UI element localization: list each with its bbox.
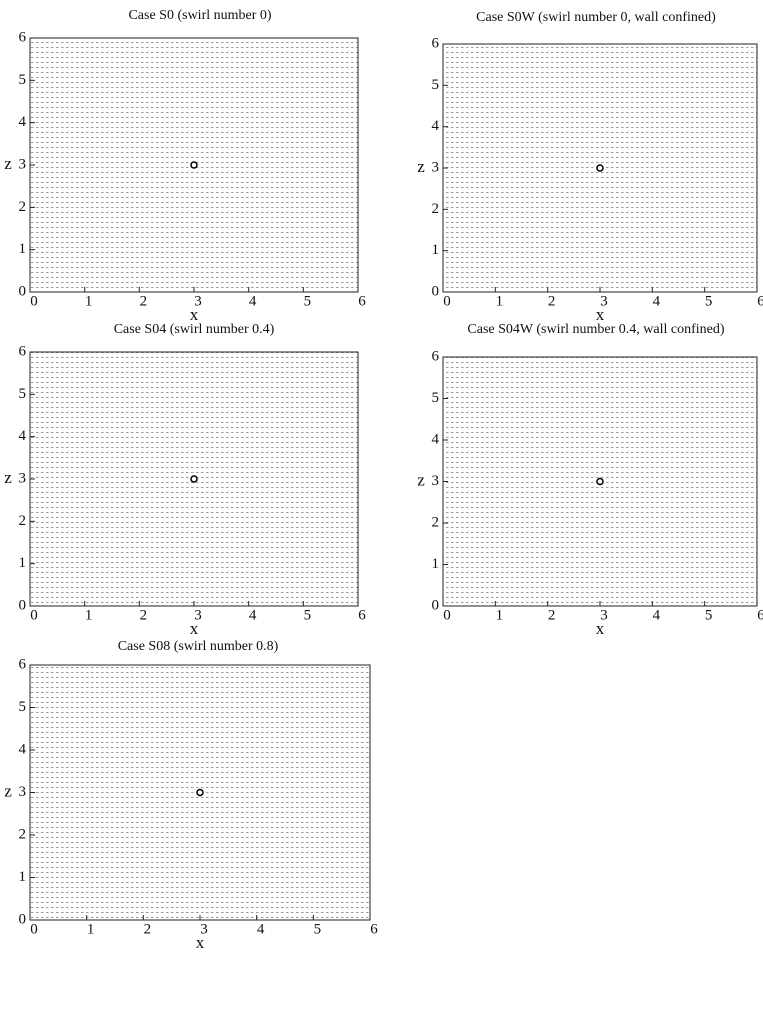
y-tick-label: 3 bbox=[432, 159, 440, 175]
panel: 0 1 2 3 4 5 6 0 1 2 3 4 5 6 x z Case S04 (swirl number 0… bbox=[4, 322, 366, 638]
x-tick-label: 4 bbox=[653, 607, 661, 623]
x-tick-label: 5 bbox=[304, 293, 312, 309]
probe-point bbox=[190, 475, 198, 483]
chart-title: Case S08 (swirl number 0.8) bbox=[118, 639, 279, 654]
y-tick-label: 3 bbox=[19, 156, 27, 172]
y-tick-label: 5 bbox=[432, 77, 440, 93]
x-tick-label: 1 bbox=[496, 293, 504, 309]
x-tick-label: 2 bbox=[144, 921, 152, 937]
y-tick-label: 2 bbox=[432, 201, 440, 217]
x-tick-label: 6 bbox=[370, 921, 378, 937]
probe-point bbox=[196, 788, 204, 797]
x-axis-label: x bbox=[190, 305, 199, 324]
y-tick-label: 3 bbox=[432, 473, 440, 489]
y-axis-label: z bbox=[417, 157, 425, 176]
x-tick-label: 4 bbox=[257, 921, 265, 937]
chart-title: Case S0W (swirl number 0, wall confined) bbox=[476, 10, 716, 25]
panel: 0 1 2 3 4 5 6 0 1 2 3 4 5 6 x z Case S0 (swirl number 0) bbox=[4, 8, 366, 324]
probe-point bbox=[190, 161, 198, 169]
x-tick-label: 3 bbox=[194, 607, 202, 623]
x-tick-label: 2 bbox=[140, 293, 148, 309]
panel: 0 1 2 3 4 5 6 0 1 2 3 4 5 6 x z Case S04W (swirl number … bbox=[417, 322, 763, 638]
y-tick-label: 1 bbox=[19, 869, 27, 885]
x-tick-label: 4 bbox=[249, 607, 257, 623]
y-tick-label: 1 bbox=[432, 242, 440, 258]
probe-point bbox=[596, 477, 604, 486]
x-tick-label: 0 bbox=[30, 607, 38, 623]
y-tick-label: 5 bbox=[19, 699, 27, 715]
probe-point bbox=[596, 164, 604, 172]
x-axis-label: x bbox=[596, 619, 605, 638]
y-tick-label: 0 bbox=[19, 911, 27, 927]
y-tick-label: 4 bbox=[432, 431, 440, 447]
y-axis-label: z bbox=[4, 154, 12, 173]
y-tick-label: 2 bbox=[19, 199, 27, 215]
x-tick-label: 5 bbox=[304, 607, 312, 623]
chart-title: Case S04W (swirl number 0.4, wall confin… bbox=[467, 322, 724, 337]
x-tick-label: 2 bbox=[548, 607, 556, 623]
x-tick-label: 0 bbox=[30, 293, 38, 309]
y-axis-label: z bbox=[417, 470, 425, 489]
x-tick-label: 6 bbox=[358, 607, 366, 623]
x-tick-label: 0 bbox=[443, 293, 451, 309]
y-tick-label: 1 bbox=[19, 241, 27, 257]
y-tick-label: 0 bbox=[432, 597, 440, 613]
x-axis-label: x bbox=[196, 933, 205, 952]
x-tick-label: 5 bbox=[705, 293, 713, 309]
x-tick-label: 4 bbox=[653, 293, 661, 309]
x-tick-label: 3 bbox=[600, 607, 608, 623]
x-tick-label: 3 bbox=[200, 921, 208, 937]
y-tick-label: 4 bbox=[19, 741, 27, 757]
y-tick-label: 1 bbox=[432, 556, 440, 572]
y-tick-label: 2 bbox=[19, 513, 27, 529]
y-tick-label: 6 bbox=[19, 656, 27, 672]
x-tick-label: 0 bbox=[30, 921, 38, 937]
x-tick-label: 3 bbox=[194, 293, 202, 309]
y-tick-label: 2 bbox=[432, 514, 440, 530]
x-tick-label: 1 bbox=[85, 607, 93, 623]
x-tick-label: 5 bbox=[705, 607, 713, 623]
x-tick-label: 1 bbox=[87, 921, 95, 937]
x-tick-label: 2 bbox=[548, 293, 556, 309]
y-tick-label: 1 bbox=[19, 555, 27, 571]
y-tick-label: 3 bbox=[19, 470, 27, 486]
y-tick-label: 0 bbox=[432, 283, 440, 299]
y-tick-label: 0 bbox=[19, 597, 27, 613]
y-tick-label: 5 bbox=[432, 390, 440, 406]
x-tick-label: 1 bbox=[496, 607, 504, 623]
chart-title: Case S0 (swirl number 0) bbox=[128, 8, 271, 23]
y-tick-label: 2 bbox=[19, 826, 27, 842]
y-tick-label: 6 bbox=[19, 29, 27, 45]
x-tick-label: 6 bbox=[757, 293, 763, 309]
x-tick-label: 3 bbox=[600, 293, 608, 309]
x-tick-label: 1 bbox=[85, 293, 93, 309]
x-tick-label: 5 bbox=[314, 921, 322, 937]
y-tick-label: 3 bbox=[19, 784, 27, 800]
x-tick-label: 6 bbox=[358, 293, 366, 309]
panel: 0 1 2 3 4 5 6 0 1 2 3 4 5 6 x z Case S08 (swirl number 0… bbox=[4, 639, 378, 952]
x-tick-label: 2 bbox=[140, 607, 148, 623]
y-tick-label: 5 bbox=[19, 386, 27, 402]
x-axis-label: x bbox=[596, 305, 605, 324]
x-axis-label: x bbox=[190, 619, 199, 638]
y-tick-label: 6 bbox=[432, 348, 440, 364]
x-tick-label: 4 bbox=[249, 293, 257, 309]
y-tick-label: 0 bbox=[19, 283, 27, 299]
y-tick-label: 6 bbox=[19, 343, 27, 359]
chart-title: Case S04 (swirl number 0.4) bbox=[114, 322, 275, 337]
y-tick-label: 4 bbox=[432, 118, 440, 134]
y-tick-label: 4 bbox=[19, 428, 27, 444]
y-axis-label: z bbox=[4, 468, 12, 487]
x-tick-label: 0 bbox=[443, 607, 451, 623]
y-tick-label: 4 bbox=[19, 114, 27, 130]
x-tick-label: 6 bbox=[757, 607, 763, 623]
panel: 0 1 2 3 4 5 6 0 1 2 3 4 5 6 x z Case S0W (swirl number 0… bbox=[417, 10, 763, 324]
y-tick-label: 5 bbox=[19, 72, 27, 88]
y-axis-label: z bbox=[4, 781, 12, 800]
y-tick-label: 6 bbox=[432, 35, 440, 51]
